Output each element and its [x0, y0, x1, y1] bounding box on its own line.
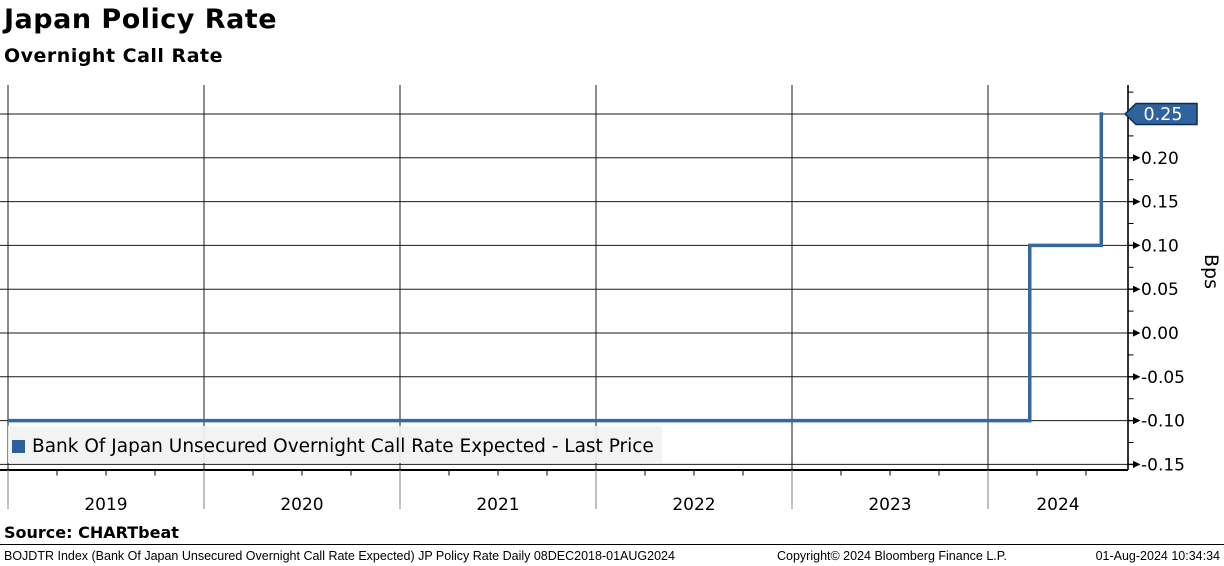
- y-tick-label: 0.05: [1141, 280, 1179, 300]
- series-color-swatch-icon: [12, 439, 25, 453]
- x-tick-label: 2019: [84, 495, 127, 515]
- y-tick-label: 0.00: [1141, 324, 1179, 344]
- y-tick-label: -0.05: [1141, 368, 1185, 388]
- y-tick-arrow-icon: [1133, 241, 1141, 249]
- footer-security-description: BOJDTR Index (Bank Of Japan Unsecured Ov…: [4, 549, 675, 563]
- x-tick-label: 2020: [280, 495, 323, 515]
- y-tick-arrow-icon: [1133, 417, 1141, 425]
- footer-timestamp: 01-Aug-2024 10:34:34: [1095, 549, 1220, 563]
- y-axis-title: Bps: [1200, 254, 1222, 289]
- y-tick-arrow-icon: [1133, 198, 1141, 206]
- x-tick-label: 2022: [672, 495, 715, 515]
- y-tick-label: 0.10: [1141, 236, 1179, 256]
- y-tick-arrow-icon: [1133, 154, 1141, 162]
- y-tick-label: 0.20: [1141, 149, 1179, 169]
- legend-series-label: Bank Of Japan Unsecured Overnight Call R…: [32, 435, 654, 457]
- x-tick-label: 2023: [868, 495, 911, 515]
- footer-copyright: Copyright© 2024 Bloomberg Finance L.P.: [777, 549, 1007, 563]
- y-tick-arrow-icon: [1133, 460, 1141, 468]
- legend-box: [8, 426, 662, 463]
- y-tick-label: -0.15: [1141, 455, 1185, 475]
- data-line: [8, 112, 1104, 423]
- y-tick-arrow-icon: [1133, 285, 1141, 293]
- x-tick-label: 2021: [476, 495, 519, 515]
- page-title: Japan Policy Rate: [4, 4, 278, 35]
- x-tick-label: 2024: [1036, 495, 1079, 515]
- y-tick-label: 0.15: [1141, 193, 1179, 213]
- source-line: Source: CHARTbeat: [4, 523, 179, 542]
- last-price-tag-label: 0.25: [1144, 105, 1183, 125]
- page-subtitle: Overnight Call Rate: [4, 45, 223, 67]
- last-price-tag: [1123, 102, 1198, 126]
- footer-divider: [0, 544, 1224, 545]
- y-tick-label: -0.10: [1141, 412, 1185, 432]
- legend[interactable]: Bank Of Japan Unsecured Overnight Call R…: [12, 434, 654, 458]
- y-tick-arrow-icon: [1133, 373, 1141, 381]
- y-tick-arrow-icon: [1133, 329, 1141, 337]
